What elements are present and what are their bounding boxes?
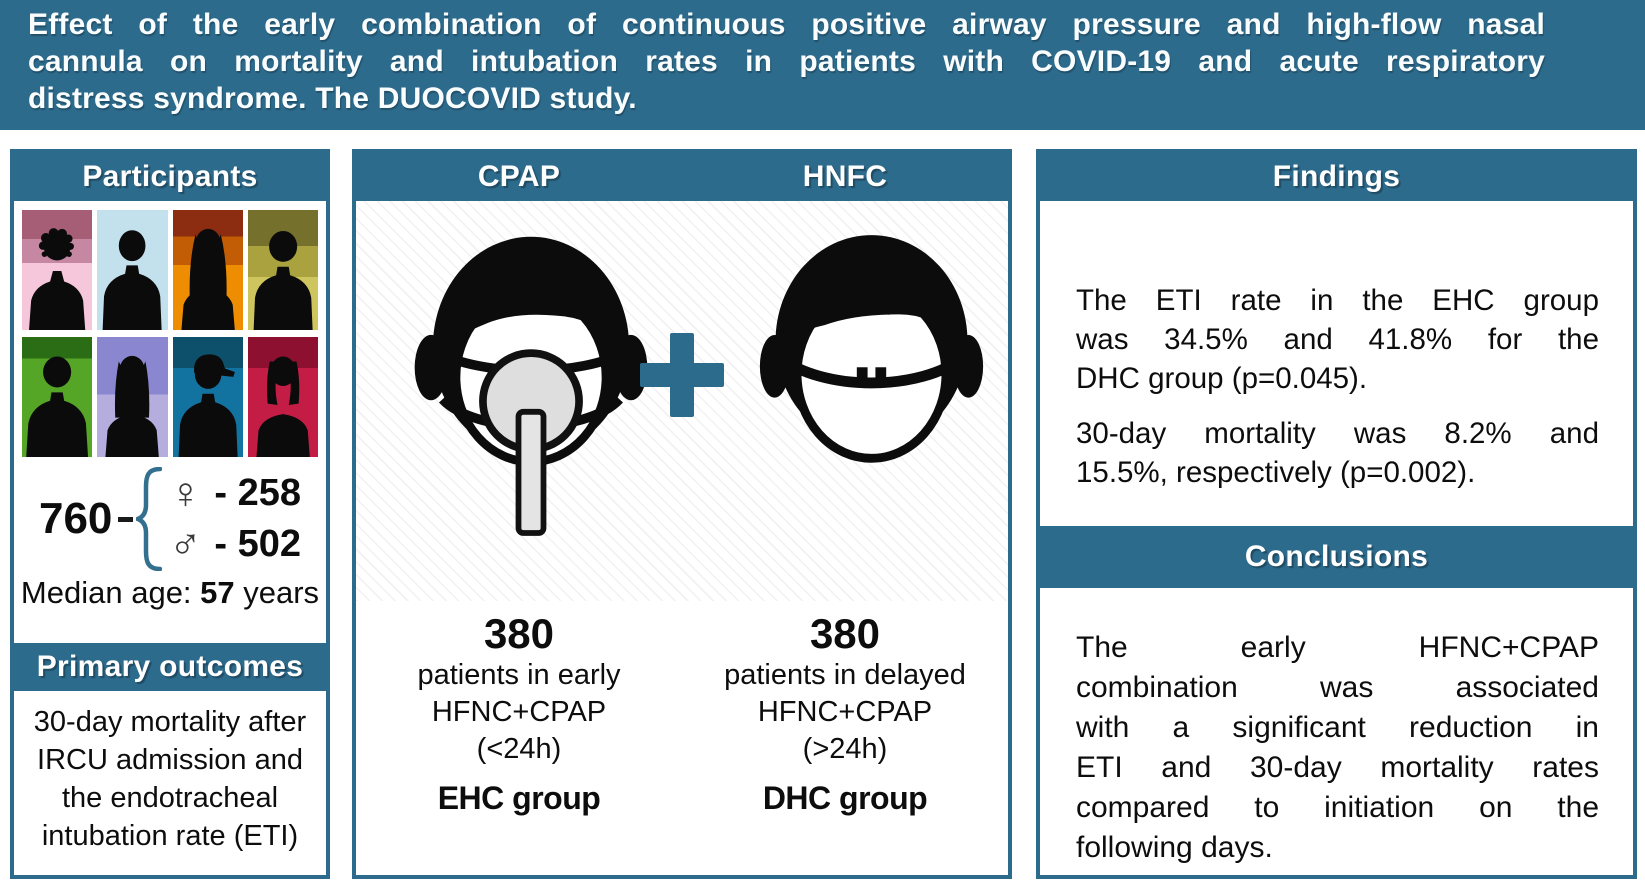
ehc-group-name: EHC group — [437, 780, 601, 816]
outcomes-line: the endotracheal — [61, 782, 279, 814]
conclusions-header: Conclusions — [1040, 526, 1633, 588]
cpap-header-label: CPAP — [477, 160, 561, 193]
total-participants-count: 760 — [38, 494, 113, 543]
median-age-suffix: years — [234, 575, 320, 610]
conclusions-header-label: Conclusions — [1244, 540, 1429, 573]
hnfc-header-label: HNFC — [802, 160, 888, 193]
ehc-line: HFNC+CPAP — [431, 696, 607, 728]
results-panel: Findings The ETI rate in the EHC group w… — [1036, 149, 1637, 879]
long-hair-woman-silhouette-icon — [105, 355, 160, 457]
conclusions-line: following days. — [1076, 831, 1273, 864]
findings-header: Findings — [1040, 153, 1633, 201]
participant-photo-tile — [97, 337, 168, 457]
primary-outcomes-header: Primary outcomes — [14, 643, 326, 691]
conclusions-line: compared to initiation on the — [1076, 791, 1599, 824]
spacer — [14, 621, 326, 643]
male-row: ♂ - 502 — [166, 519, 301, 570]
interventions-header: CPAP HNFC — [356, 153, 1008, 201]
bob-hair-woman-silhouette-icon — [256, 356, 310, 457]
female-row: ♀ - 258 — [166, 468, 301, 519]
short-hair-man-silhouette-icon — [26, 356, 89, 457]
short-hair-man-silhouette-icon — [102, 230, 162, 330]
conclusions-line: The early HFNC+CPAP — [1076, 631, 1599, 664]
ehc-line: (<24h) — [476, 733, 562, 765]
participants-header: Participants — [14, 153, 326, 201]
dhc-group-name: DHC group — [762, 780, 928, 816]
findings-header-label: Findings — [1272, 160, 1401, 193]
participants-stats: 760 ♀ - 258 ♂ - 502 — [14, 463, 326, 575]
findings-line: The ETI rate in the EHC group — [1076, 284, 1599, 317]
median-age-value: 57 — [200, 575, 235, 610]
participants-panel: Participants — [10, 149, 330, 879]
participant-photo-tile — [22, 337, 93, 457]
findings-line: was 34.5% and 41.8% for the — [1076, 323, 1599, 356]
participant-photo-tile — [22, 210, 93, 330]
female-count: - 258 — [214, 472, 302, 514]
participant-photo-tile — [172, 210, 243, 330]
findings-line: DHC group (p=0.045). — [1076, 362, 1368, 395]
participant-photo-tile — [247, 210, 318, 330]
findings-paragraph-1: The ETI rate in the EHC group was 34.5% … — [1076, 281, 1599, 398]
male-count: - 502 — [214, 523, 302, 565]
face-with-nasal-cannula-icon — [759, 235, 984, 463]
male-symbol: ♂ — [168, 519, 202, 569]
participant-photo-tile — [247, 337, 318, 457]
interventions-panel: CPAP HNFC — [352, 149, 1012, 879]
gender-breakdown: ♀ - 258 ♂ - 502 — [166, 468, 301, 570]
primary-outcomes-header-label: Primary outcomes — [36, 650, 304, 683]
findings-line: 15.5%, respectively (p=0.002). — [1076, 456, 1476, 489]
primary-outcomes-text: 30-day mortality after IRCU admission an… — [14, 691, 326, 875]
conclusions-text: The early HFNC+CPAP combination was asso… — [1040, 588, 1633, 875]
findings-text: The ETI rate in the EHC group was 34.5% … — [1040, 201, 1633, 526]
outcomes-line: intubation rate (ETI) — [41, 820, 299, 852]
curly-brace-icon — [136, 467, 163, 571]
findings-line: 30-day mortality was 8.2% and — [1076, 417, 1599, 450]
conclusions-line: combination was associated — [1076, 671, 1599, 704]
long-hair-woman-silhouette-icon — [180, 228, 235, 330]
findings-paragraph-2: 30-day mortality was 8.2% and 15.5%, res… — [1076, 414, 1599, 492]
participant-photo-tile — [172, 337, 243, 457]
outcomes-line: 30-day mortality after — [33, 706, 307, 738]
ehc-line: patients in early — [417, 659, 621, 691]
participant-photo-tile — [97, 210, 168, 330]
man-with-cap-silhouette-icon — [178, 354, 238, 457]
conclusions-line: with a significant reduction in — [1076, 711, 1599, 744]
page-title-line: Effect of the early combination of conti… — [28, 8, 1545, 41]
group-descriptions: 380 patients in early HFNC+CPAP (<24h) E… — [356, 601, 1008, 875]
face-with-cpap-mask-icon — [414, 236, 648, 536]
median-age: Median age: 57 years — [14, 575, 326, 621]
faces-illustration — [356, 201, 1008, 601]
ehc-patient-count: 380 — [483, 610, 555, 657]
conclusions-line: ETI and 30-day mortality rates — [1076, 751, 1599, 784]
page-title-line: cannula on mortality and intubation rate… — [28, 45, 1545, 78]
dhc-line: HFNC+CPAP — [757, 696, 933, 728]
curly-hair-person-silhouette-icon — [29, 228, 86, 330]
outcomes-line: IRCU admission and — [37, 744, 303, 776]
ehc-group-info: 380 patients in early HFNC+CPAP (<24h) E… — [356, 601, 682, 875]
connector-dash — [118, 516, 134, 522]
dhc-patient-count: 380 — [809, 610, 881, 657]
short-hair-man-silhouette-icon — [253, 230, 313, 330]
plus-icon — [640, 333, 724, 417]
dhc-group-info: 380 patients in delayed HFNC+CPAP (>24h)… — [682, 601, 1008, 875]
median-age-prefix: Median age: — [20, 575, 201, 610]
title-bar: Effect of the early combination of conti… — [0, 0, 1645, 130]
participants-header-label: Participants — [82, 160, 258, 193]
participants-photo-grid — [14, 201, 326, 463]
female-symbol: ♀ — [168, 468, 202, 518]
dhc-line: patients in delayed — [724, 659, 966, 691]
page-title-line: distress syndrome. The DUOCOVID study. — [28, 82, 637, 115]
dhc-line: (>24h) — [802, 733, 888, 765]
